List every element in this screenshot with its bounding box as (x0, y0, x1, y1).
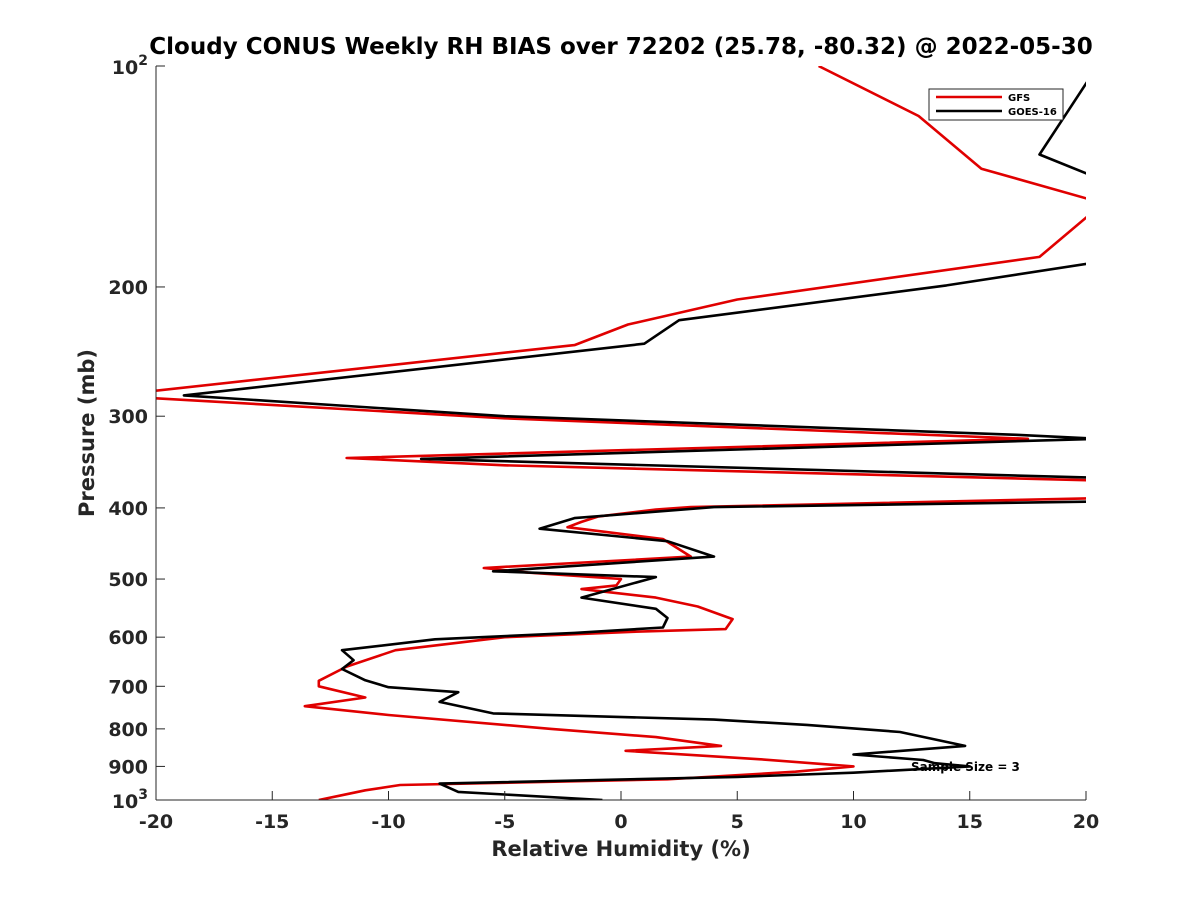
y-tick-label-exponent: 3 (138, 787, 148, 803)
x-tick-label: 20 (1073, 811, 1099, 833)
y-axis-label: Pressure (mb) (75, 349, 99, 517)
y-tick-label: 300 (108, 406, 148, 428)
x-tick-label: 0 (614, 811, 627, 833)
y-tick-label-exponent: 2 (138, 53, 148, 69)
x-tick-label: 5 (731, 811, 744, 833)
legend-label-gfs: GFS (1008, 93, 1030, 104)
legend: GFS GOES-16 (928, 88, 1064, 121)
y-tick-label-base: 10 (112, 791, 138, 813)
y-tick-label: 102 (112, 53, 148, 79)
y-tick-label: 600 (108, 627, 148, 649)
y-tick-label: 900 (108, 756, 148, 778)
x-tick-label: -5 (494, 811, 515, 833)
legend-label-goes16: GOES-16 (1008, 107, 1057, 118)
series-layer (156, 66, 1086, 800)
x-axis-label: Relative Humidity (%) (491, 837, 750, 861)
x-tick-label: 15 (957, 811, 983, 833)
y-tick-label: 700 (108, 676, 148, 698)
y-tick-label: 800 (108, 719, 148, 741)
x-tick-label: 10 (840, 811, 866, 833)
y-tick-label: 500 (108, 569, 148, 591)
x-tick-label: -20 (139, 811, 173, 833)
chart-title: Cloudy CONUS Weekly RH BIAS over 72202 (… (149, 34, 1092, 60)
x-tick-label: -15 (255, 811, 289, 833)
sample-size-annotation: Sample Size = 3 (911, 760, 1020, 774)
y-tick-label-base: 10 (112, 57, 138, 79)
series-line-gfs (156, 66, 1086, 800)
x-tick-label: -10 (371, 811, 405, 833)
legend-box (928, 88, 1064, 121)
y-tick-label: 103 (112, 787, 148, 813)
x-axis-ticks: -20 -15 -10 -5 0 5 10 15 20 (139, 791, 1099, 833)
y-tick-label: 400 (108, 498, 148, 520)
y-tick-label: 200 (108, 277, 148, 299)
series-line-goes16 (182, 81, 1086, 800)
